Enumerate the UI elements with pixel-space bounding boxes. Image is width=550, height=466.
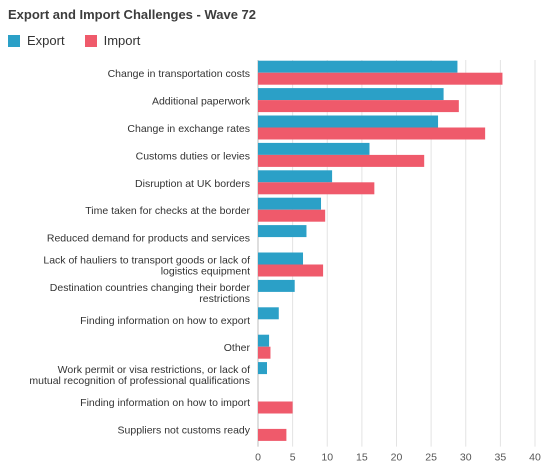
category-label: Change in transportation costs xyxy=(108,68,250,80)
category-label: Work permit or visa restrictions, or lac… xyxy=(58,364,250,376)
x-tick-label: 25 xyxy=(425,452,437,464)
bar-export xyxy=(258,252,304,265)
category-label: restrictions xyxy=(199,293,250,305)
x-tick-label: 30 xyxy=(460,452,472,464)
bar-export xyxy=(258,362,268,375)
bar-import xyxy=(258,264,324,277)
bar-export xyxy=(258,88,444,101)
x-tick-label: 35 xyxy=(495,452,507,464)
category-label: Finding information on how to export xyxy=(80,315,250,327)
category-label: Reduced demand for products and services xyxy=(47,233,250,245)
bar-export xyxy=(258,225,307,238)
bar-import xyxy=(258,127,486,140)
bar-import xyxy=(258,72,503,85)
bar-export xyxy=(258,334,270,347)
bar-export xyxy=(258,60,458,73)
x-tick-label: 15 xyxy=(356,452,368,464)
bar-import xyxy=(258,209,326,222)
legend-item-export: Export xyxy=(8,33,65,48)
bar-export xyxy=(258,307,279,320)
category-label: Additional paperwork xyxy=(152,96,251,108)
bar-export xyxy=(258,197,322,210)
chart-title: Export and Import Challenges - Wave 72 xyxy=(8,7,257,22)
bar-import xyxy=(258,346,271,359)
bar-import xyxy=(258,428,287,441)
bar-import xyxy=(258,154,425,167)
x-tick-label: 20 xyxy=(391,452,403,464)
category-label: Disruption at UK borders xyxy=(135,178,250,190)
category-label: Lack of hauliers to transport goods or l… xyxy=(43,255,250,267)
bar-import xyxy=(258,401,293,414)
legend-label-export: Export xyxy=(27,33,65,48)
bar-export xyxy=(258,115,439,128)
bar-import xyxy=(258,182,375,195)
legend-label-import: Import xyxy=(103,33,141,48)
category-label: Time taken for checks at the border xyxy=(85,205,250,217)
legend-swatch-import xyxy=(84,34,97,47)
category-label: Change in exchange rates xyxy=(127,123,250,135)
legend-swatch-export xyxy=(8,34,20,47)
x-tick-label: 10 xyxy=(321,452,333,464)
chart-legend: Export Import xyxy=(8,33,160,48)
x-tick-label: 5 xyxy=(290,452,296,464)
category-label: mutual recognition of professional quali… xyxy=(29,375,250,387)
bar-export xyxy=(258,142,370,155)
category-label: Other xyxy=(224,342,251,354)
category-label: logistics equipment xyxy=(161,266,250,278)
bar-import xyxy=(258,100,459,113)
bar-export xyxy=(258,170,333,183)
category-label: Destination countries changing their bor… xyxy=(50,282,251,294)
x-tick-label: 0 xyxy=(255,452,261,464)
x-tick-label: 40 xyxy=(529,452,541,464)
legend-item-import: Import xyxy=(84,33,141,48)
category-label: Suppliers not customs ready xyxy=(118,424,251,436)
category-label: Customs duties or levies xyxy=(136,150,250,162)
category-label: Finding information on how to import xyxy=(80,397,250,409)
bar-export xyxy=(258,279,295,292)
